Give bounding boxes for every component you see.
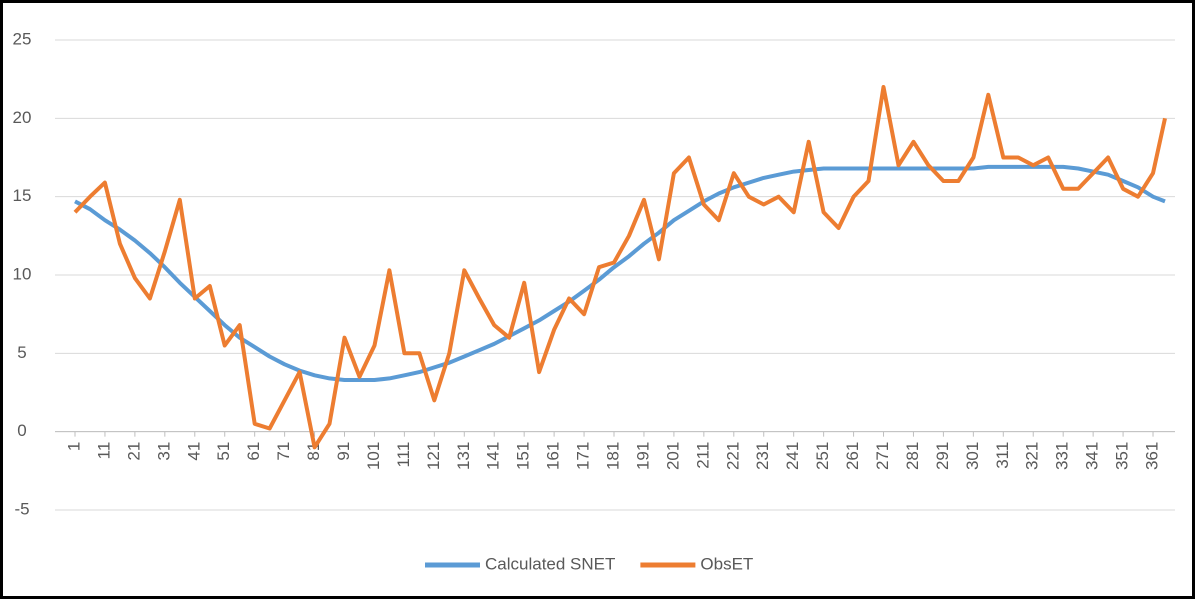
x-tick-label: 51 bbox=[214, 442, 233, 461]
x-tick-label: 341 bbox=[1083, 442, 1102, 470]
x-tick-label: 261 bbox=[843, 442, 862, 470]
x-tick-label: 291 bbox=[933, 442, 952, 470]
x-tick-label: 181 bbox=[603, 442, 622, 470]
x-tick-label: 271 bbox=[873, 442, 892, 470]
x-tick-label: 221 bbox=[723, 442, 742, 470]
y-tick-label: -5 bbox=[14, 499, 29, 518]
series-line bbox=[73, 85, 1167, 450]
x-tick-label: 141 bbox=[484, 442, 503, 470]
x-tick-label: 361 bbox=[1143, 442, 1162, 470]
x-tick-label: 101 bbox=[364, 442, 383, 470]
y-tick-label: 10 bbox=[13, 264, 32, 283]
x-tick-label: 241 bbox=[783, 442, 802, 470]
y-tick-label: 25 bbox=[13, 29, 32, 48]
series-line bbox=[74, 164, 1166, 382]
x-tick-label: 31 bbox=[154, 442, 173, 461]
x-tick-label: 21 bbox=[124, 442, 143, 461]
x-tick-label: 301 bbox=[963, 442, 982, 470]
x-tick-label: 131 bbox=[454, 442, 473, 470]
x-tick-label: 251 bbox=[813, 442, 832, 470]
y-tick-label: 15 bbox=[13, 186, 32, 205]
x-tick-label: 151 bbox=[514, 442, 533, 470]
x-tick-label: 191 bbox=[633, 442, 652, 470]
y-tick-label: 20 bbox=[13, 108, 32, 127]
x-tick-label: 331 bbox=[1053, 442, 1072, 470]
x-tick-label: 321 bbox=[1023, 442, 1042, 470]
y-tick-label: 5 bbox=[17, 343, 26, 362]
x-tick-label: 11 bbox=[94, 442, 113, 460]
x-tick-label: 211 bbox=[693, 442, 712, 469]
x-tick-label: 281 bbox=[903, 442, 922, 470]
x-tick-label: 121 bbox=[424, 442, 443, 470]
legend-label: Calculated SNET bbox=[485, 554, 615, 573]
y-tick-label: 0 bbox=[17, 421, 26, 440]
x-tick-label: 1 bbox=[64, 442, 83, 451]
legend-label: ObsET bbox=[700, 554, 753, 573]
x-tick-label: 311 bbox=[993, 442, 1012, 469]
x-tick-label: 71 bbox=[274, 442, 293, 461]
x-tick-label: 91 bbox=[334, 442, 353, 461]
x-tick-label: 41 bbox=[184, 442, 203, 461]
x-tick-label: 351 bbox=[1113, 442, 1132, 470]
x-tick-label: 171 bbox=[574, 442, 593, 470]
x-tick-label: 201 bbox=[663, 442, 682, 470]
x-tick-label: 81 bbox=[304, 442, 323, 461]
x-tick-label: 61 bbox=[244, 442, 263, 461]
x-tick-label: 161 bbox=[544, 442, 563, 470]
x-tick-label: 231 bbox=[753, 442, 772, 470]
x-tick-label: 111 bbox=[394, 442, 413, 468]
